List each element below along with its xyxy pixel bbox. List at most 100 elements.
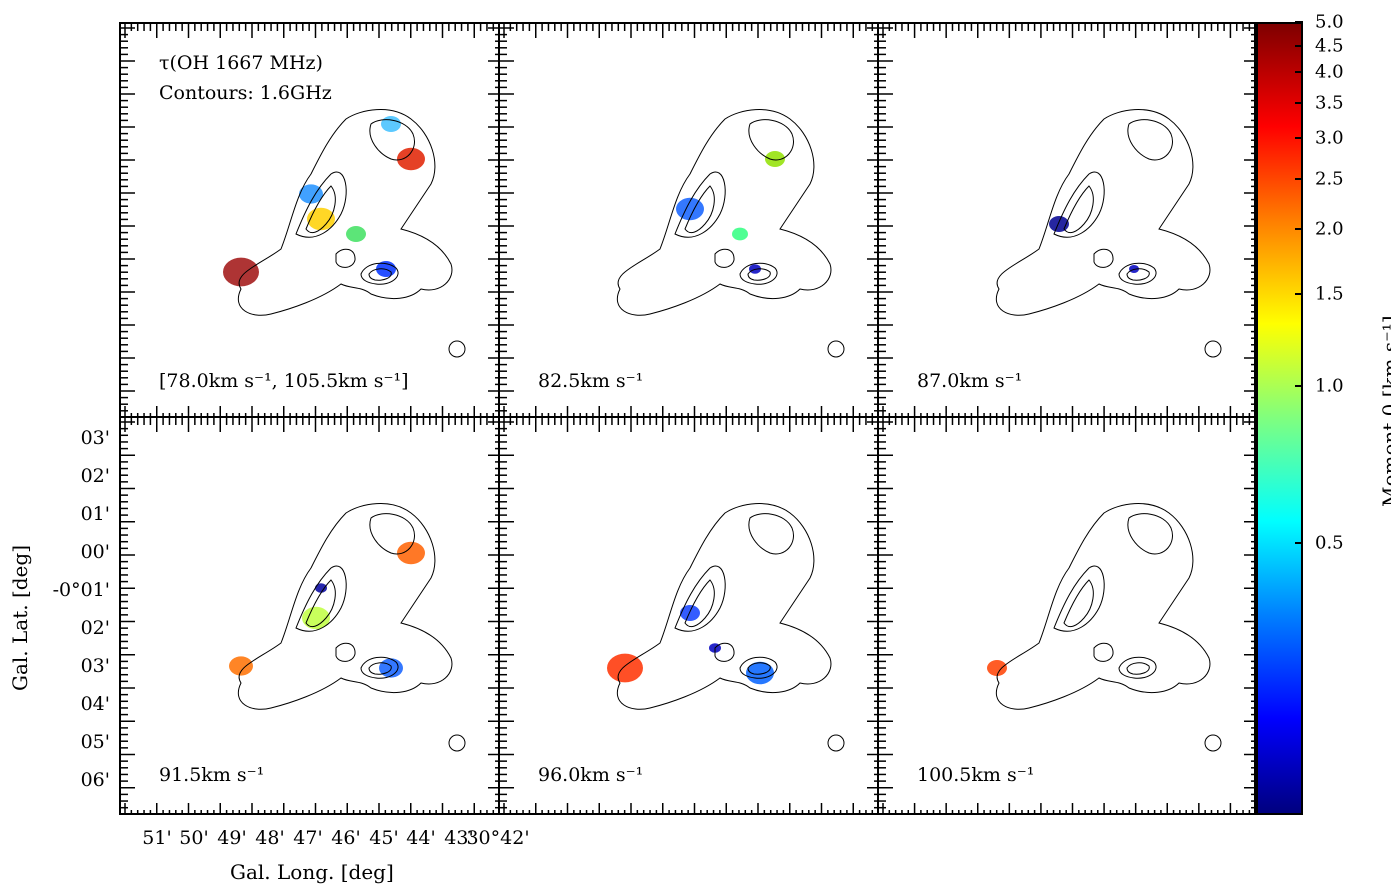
beam-marker	[1204, 734, 1222, 752]
colorbar	[1256, 22, 1303, 815]
contour-line	[674, 171, 726, 238]
colorbar-tick-mark	[1295, 101, 1303, 104]
beam-marker	[448, 340, 466, 358]
y-tick-label: 06'	[80, 769, 110, 791]
contour-line	[1093, 642, 1114, 662]
colorbar-tick-mark	[1295, 44, 1303, 47]
panel-4-velocity-label: 91.5km s⁻¹	[159, 764, 265, 786]
panel-6-velocity-label: 100.5km s⁻¹	[917, 764, 1035, 786]
x-tick-label: 50'	[179, 827, 209, 849]
beam-marker	[448, 734, 466, 752]
panel-3-velocity-label: 87.0km s⁻¹	[917, 370, 1023, 392]
x-tick-label: 45'	[369, 827, 399, 849]
contour-line	[369, 513, 415, 555]
x-tick-label: 49'	[217, 827, 247, 849]
colorbar-tick-label: 2.5	[1315, 168, 1344, 190]
emission-blob	[223, 257, 259, 287]
emission-blob	[299, 184, 323, 204]
contour-line	[368, 662, 392, 675]
panel-1-velocity-label: [78.0km s⁻¹, 105.5km s⁻¹]	[159, 370, 409, 392]
panel-2: 82.5km s⁻¹	[498, 22, 879, 418]
contour-line	[360, 656, 399, 679]
y-tick-label: 01'	[80, 503, 110, 525]
panel-4: 91.5km s⁻¹	[119, 416, 500, 815]
emission-blob	[302, 606, 330, 630]
panel-5-plot	[500, 418, 877, 813]
emission-blob	[397, 147, 425, 171]
x-tick-label: 30°42'	[466, 827, 530, 849]
colorbar-tick-label: 1.5	[1315, 283, 1344, 305]
contour-line	[305, 185, 336, 234]
contour-line	[684, 579, 715, 628]
contour-line	[1127, 513, 1173, 555]
contour-line	[369, 119, 415, 161]
contour-line	[748, 513, 794, 555]
contour-line	[674, 565, 726, 632]
colorbar-tick-mark	[1295, 541, 1303, 544]
contour-line	[1126, 268, 1150, 281]
contour-line	[360, 262, 399, 285]
contour-line	[1118, 656, 1157, 679]
emission-blob	[229, 656, 253, 676]
colorbar-tick-label: 1.0	[1315, 375, 1344, 397]
emission-blob	[732, 227, 748, 241]
colorbar-tick-label: 3.5	[1315, 92, 1344, 114]
contour-line	[368, 268, 392, 281]
contour-line	[714, 248, 735, 268]
emission-blob	[397, 541, 425, 565]
x-tick-label: 43'	[444, 827, 474, 849]
panel-3-plot	[879, 24, 1254, 416]
emission-blob	[765, 151, 785, 167]
y-tick-label: 02'	[80, 465, 110, 487]
colorbar-tick-mark	[1295, 384, 1303, 387]
colorbar-tick-mark	[1295, 293, 1303, 296]
contour-line	[616, 503, 832, 710]
panel-6: 100.5km s⁻¹	[877, 416, 1256, 815]
contour-line	[1053, 171, 1105, 238]
colorbar-tick-mark	[1295, 136, 1303, 139]
colorbar-tick-mark	[1295, 21, 1303, 23]
contour-line	[1093, 248, 1114, 268]
x-tick-label: 48'	[255, 827, 285, 849]
contour-line	[616, 109, 832, 316]
contour-line	[335, 642, 356, 662]
contour-line	[1063, 185, 1094, 234]
contour-line	[295, 171, 347, 238]
contour-line	[1126, 662, 1150, 675]
x-tick-label: 44'	[406, 827, 436, 849]
panel-2-velocity-label: 82.5km s⁻¹	[538, 370, 644, 392]
contour-line	[995, 109, 1211, 316]
emission-blob	[607, 653, 643, 683]
contour-line	[747, 662, 771, 675]
contour-line	[739, 656, 778, 679]
colorbar-tick-label: 4.5	[1315, 35, 1344, 57]
panel-1: τ(OH 1667 MHz) Contours: 1.6GHz [78.0km …	[119, 22, 500, 418]
contour-line	[1063, 579, 1094, 628]
emission-blob	[987, 660, 1007, 676]
beam-marker	[827, 340, 845, 358]
y-axis-title: Gal. Lat. [deg]	[8, 545, 32, 692]
contour-line	[714, 642, 735, 662]
panel-5-velocity-label: 96.0km s⁻¹	[538, 764, 644, 786]
panel-1-title: τ(OH 1667 MHz)	[159, 52, 323, 74]
contour-line	[237, 109, 453, 316]
contour-line	[295, 565, 347, 632]
y-tick-label: 03'	[80, 427, 110, 449]
x-tick-label: 51'	[142, 827, 172, 849]
colorbar-tick-label: 0.5	[1315, 532, 1344, 554]
contour-line	[1118, 262, 1157, 285]
panel-6-plot	[879, 418, 1254, 813]
y-tick-label: 02'	[80, 617, 110, 639]
emission-blob	[381, 116, 401, 132]
emission-blob	[315, 583, 327, 593]
contour-line	[747, 268, 771, 281]
contour-line	[739, 262, 778, 285]
contour-line	[305, 579, 336, 628]
emission-blob	[680, 605, 700, 621]
panel-3: 87.0km s⁻¹	[877, 22, 1256, 418]
y-tick-label: 03'	[80, 655, 110, 677]
colorbar-tick-label: 2.0	[1315, 218, 1344, 240]
y-tick-label: 04'	[80, 693, 110, 715]
y-tick-label: 00'	[80, 541, 110, 563]
contour-line	[748, 119, 794, 161]
